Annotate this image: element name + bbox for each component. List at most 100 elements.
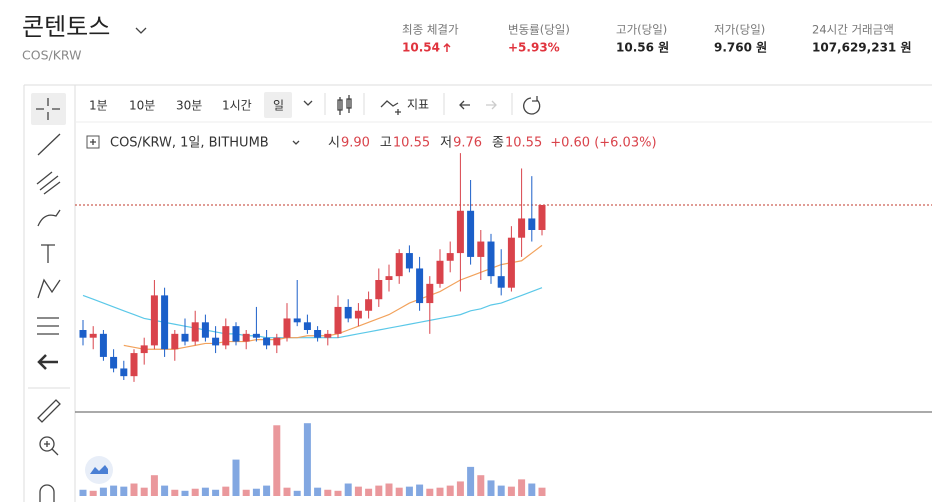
candle-body	[314, 330, 322, 338]
candle-body	[385, 276, 393, 280]
volume-bar	[212, 489, 220, 496]
tool-measure[interactable]	[37, 317, 59, 335]
interval-button[interactable]: 10분	[129, 99, 155, 113]
candle-body	[273, 337, 281, 346]
stat-label: 고가(당일)	[616, 23, 667, 37]
candle-body	[354, 310, 362, 319]
candle-body	[89, 333, 97, 338]
title-dropdown[interactable]	[135, 27, 147, 34]
legend-toggle-plus[interactable]	[90, 139, 96, 145]
volume-bar	[263, 485, 271, 496]
candle-body	[252, 333, 260, 338]
candle-body	[344, 306, 352, 319]
stat-label: 저가(당일)	[714, 23, 765, 37]
volume-bar	[518, 479, 526, 496]
tool-ruler[interactable]	[37, 399, 61, 423]
ohlc-value: 10.55	[505, 136, 542, 151]
reset[interactable]	[523, 96, 541, 115]
ohlc-value: 9.90	[341, 136, 370, 151]
candle-body	[334, 306, 342, 334]
candle-body	[222, 326, 230, 346]
volume-bar	[467, 466, 475, 496]
tool-magnet[interactable]	[39, 484, 55, 502]
candle-body	[507, 237, 515, 288]
tool-zoom-mark[interactable]	[44, 441, 59, 456]
volume-bar	[507, 486, 515, 496]
volume-bar	[354, 486, 362, 496]
candle-style[interactable]	[337, 95, 352, 115]
coin-title: 콘텐토스	[22, 13, 110, 41]
legend-toggle[interactable]	[86, 135, 100, 149]
interval-active-bg	[264, 92, 292, 118]
interval-button[interactable]: 1분	[89, 99, 108, 113]
candle-body	[303, 322, 311, 330]
chart-type-btn[interactable]	[85, 456, 113, 484]
volume-bar	[191, 488, 199, 496]
indicator-button[interactable]: 지표	[407, 98, 429, 112]
candle-body	[171, 333, 179, 350]
candle-body	[99, 333, 107, 357]
candle-body	[110, 356, 118, 369]
stats: 최종 체결가 10.54 변동률(당일) +5.93% 고가(당일) 10.56 원 저가(…	[402, 23, 911, 55]
volume-bar	[477, 475, 485, 496]
undo[interactable]	[459, 100, 470, 110]
volume-bar	[405, 486, 413, 496]
volume-bar	[375, 485, 383, 496]
tool-crosshair-bg[interactable]	[31, 93, 66, 125]
candle-body	[416, 268, 424, 304]
tool-crosshair[interactable]	[36, 98, 60, 120]
candle-body	[395, 253, 403, 277]
tool-trendline[interactable]	[37, 133, 61, 156]
stat-value: 10.56 원	[616, 41, 669, 55]
volume-bar	[273, 425, 281, 496]
moving-average	[123, 244, 543, 350]
candle-body	[140, 345, 148, 354]
stat-label: 변동률(당일)	[508, 23, 570, 37]
interval-bar: 1분 10분 30분 1시간 일	[89, 92, 292, 118]
candle-body	[283, 318, 291, 338]
candle-body	[375, 280, 383, 300]
tool-pattern[interactable]	[37, 278, 61, 299]
stat-value: 10.54	[402, 41, 440, 55]
candle-body	[191, 322, 199, 342]
indicator-icon[interactable]	[380, 100, 401, 115]
interval-button[interactable]: 일	[273, 99, 284, 113]
volume-bar	[344, 483, 352, 496]
volume-bar	[395, 487, 403, 496]
candle-body	[487, 241, 495, 277]
legend-symbol[interactable]: COS/KRW, 1일, BITHUMB	[110, 136, 269, 151]
interval-dropdown[interactable]	[303, 100, 313, 106]
volume-bar	[201, 487, 209, 496]
volume-bar	[303, 423, 311, 496]
candle-body	[232, 326, 240, 342]
candle-body	[497, 276, 505, 288]
volume-bar	[497, 485, 505, 496]
symbol-dropdown[interactable]	[292, 140, 300, 145]
candle-body	[405, 253, 413, 269]
stat-label: 최종 체결가	[402, 23, 459, 37]
candle-body	[365, 299, 373, 311]
interval-button[interactable]: 1시간	[222, 99, 252, 113]
candle-body	[293, 318, 301, 323]
tool-zoom[interactable]	[39, 436, 55, 452]
candle-body	[436, 260, 444, 284]
volume-bar	[385, 483, 393, 496]
ohlc-label: 종	[492, 136, 504, 151]
candle-body	[538, 205, 546, 230]
tool-fib[interactable]	[36, 171, 61, 195]
volume-bar	[171, 489, 179, 496]
volume-bar	[89, 490, 97, 496]
volume-bar	[487, 480, 495, 496]
volume-bar	[120, 486, 128, 496]
tool-text[interactable]	[41, 244, 55, 263]
redo[interactable]	[486, 100, 497, 110]
volume-bar	[324, 489, 332, 496]
candle-body	[130, 353, 138, 377]
chart-type-icon[interactable]	[90, 465, 108, 474]
tool-brush[interactable]	[37, 209, 61, 227]
candle-body	[161, 295, 169, 350]
volume-bar	[283, 487, 291, 496]
tool-back[interactable]	[37, 354, 58, 370]
interval-button[interactable]: 30분	[176, 99, 202, 113]
